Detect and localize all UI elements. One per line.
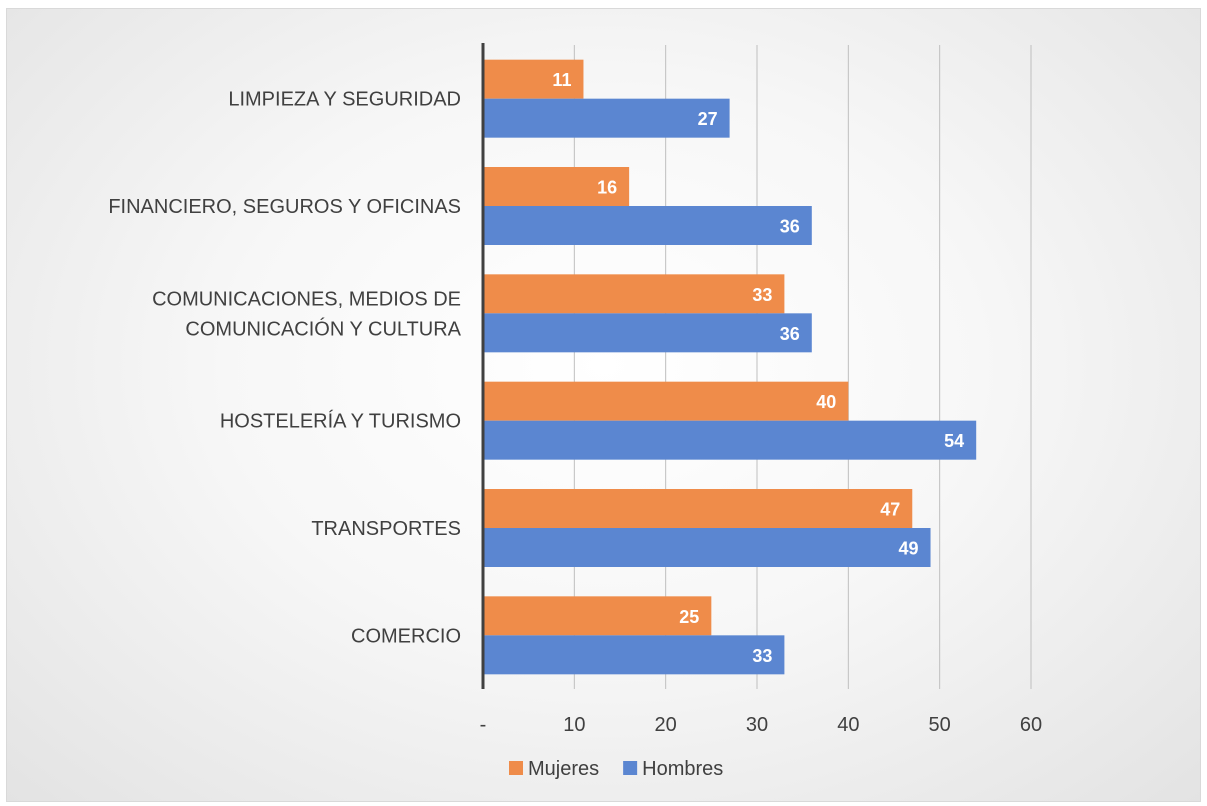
- bar-mujeres: [483, 274, 785, 314]
- bars: [483, 59, 977, 675]
- chart-area: 11 27 16 36 33 36 40 54 47 49 25 33 LIMPIEZA Y SEGU…: [6, 8, 1201, 802]
- bar-mujeres: [483, 596, 712, 636]
- bar-data-label: 27: [698, 109, 718, 129]
- x-tick-label: 30: [746, 714, 768, 736]
- category-label: COMERCIO: [351, 625, 461, 647]
- bar-hombres: [483, 635, 785, 675]
- legend: Mujeres Hombres: [509, 758, 723, 780]
- bar-hombres: [483, 313, 812, 353]
- legend-swatch-hombres: [623, 761, 638, 775]
- bar-data-label: 49: [899, 539, 919, 559]
- gridlines: [573, 45, 1032, 689]
- x-tick-label: 20: [655, 714, 677, 736]
- tick-labels: - 10 20 30 40 50 60: [480, 714, 1042, 736]
- legend-label-mujeres: Mujeres: [528, 758, 599, 780]
- bar-hombres: [483, 420, 977, 460]
- category-label: LIMPIEZA Y SEGURIDAD: [228, 89, 461, 111]
- category-label: HOSTELERÍA Y TURISMO: [220, 410, 461, 433]
- x-tick-label: -: [480, 714, 487, 736]
- bar-labels: 11 27 16 36 33 36 40 54 47 49 25 33: [552, 70, 964, 666]
- bar-hombres: [483, 528, 931, 567]
- bar-chart: 11 27 16 36 33 36 40 54 47 49 25 33 LIMPIEZA Y SEGU…: [108, 43, 1042, 780]
- bar-data-label: 33: [752, 285, 772, 305]
- bar-data-label: 11: [552, 70, 571, 90]
- bar-data-label: 36: [780, 217, 800, 237]
- x-tick-label: 60: [1020, 714, 1042, 736]
- category-label: COMUNICACIONES, MEDIOS DE COMUNICACIÓN Y …: [152, 288, 462, 340]
- bar-data-label: 40: [816, 392, 836, 412]
- bar-mujeres: [483, 381, 849, 421]
- bar-data-label: 54: [944, 431, 964, 451]
- bar-mujeres: [483, 489, 913, 528]
- bar-hombres: [483, 206, 812, 245]
- bar-hombres: [483, 98, 730, 138]
- x-tick-label: 10: [563, 714, 585, 736]
- bar-data-label: 16: [597, 178, 617, 198]
- bar-mujeres: [483, 167, 630, 206]
- category-labels: LIMPIEZA Y SEGURIDAD FINANCIERO, SEGUROS …: [108, 89, 461, 648]
- bar-mujeres: [483, 59, 584, 99]
- x-tick-label: 50: [929, 714, 951, 736]
- category-label: FINANCIERO, SEGUROS Y OFICINAS: [108, 196, 461, 218]
- bar-data-label: 25: [679, 607, 699, 627]
- legend-label-hombres: Hombres: [642, 758, 723, 780]
- bar-data-label: 36: [780, 324, 800, 344]
- bar-data-label: 47: [880, 500, 900, 520]
- x-tick-label: 40: [837, 714, 859, 736]
- bar-data-label: 33: [752, 646, 772, 666]
- category-label: TRANSPORTES: [311, 518, 461, 540]
- legend-swatch-mujeres: [509, 761, 523, 775]
